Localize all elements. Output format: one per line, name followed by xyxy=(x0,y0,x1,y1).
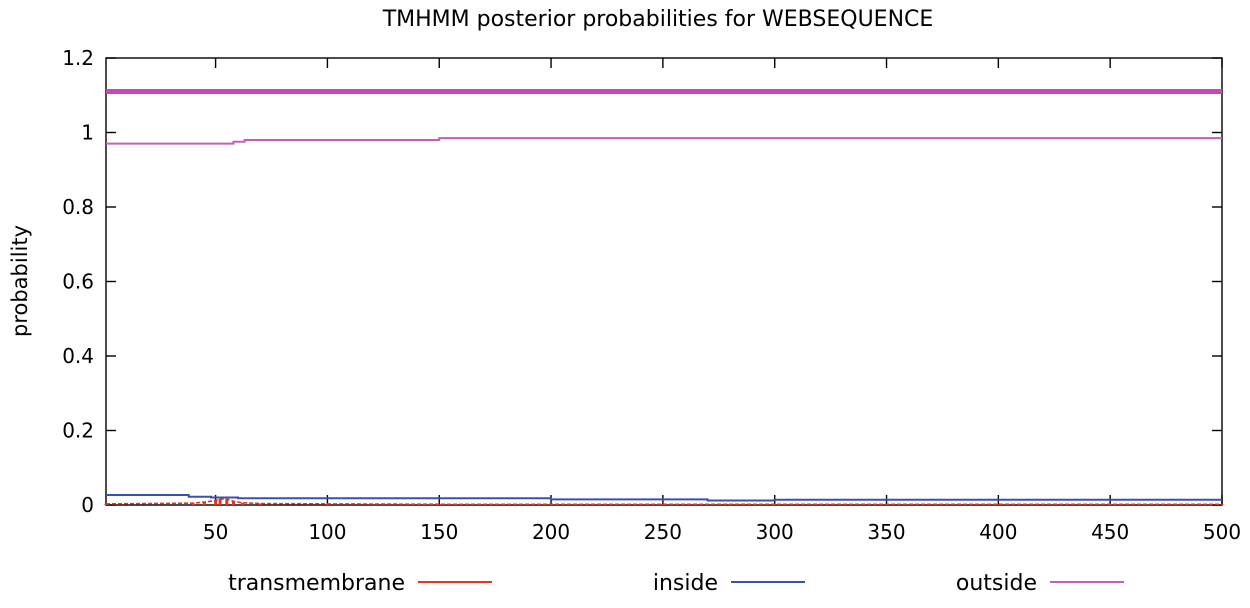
series-layer xyxy=(104,89,1224,506)
y-tick-label: 0.8 xyxy=(62,195,94,219)
x-tick-label: 150 xyxy=(420,520,458,544)
legend-label-inside: inside xyxy=(653,571,718,596)
legend-label-outside: outside xyxy=(956,571,1037,596)
x-tick-label: 200 xyxy=(532,520,570,544)
y-tick-label: 1 xyxy=(81,121,94,145)
x-tick-label: 400 xyxy=(979,520,1017,544)
x-tick-label: 250 xyxy=(644,520,682,544)
y-tick-label: 1.2 xyxy=(62,46,94,70)
x-tick-label: 500 xyxy=(1203,520,1241,544)
y-tick-label: 0.4 xyxy=(62,344,94,368)
legend-label-transmembrane: transmembrane xyxy=(228,571,405,596)
series-line-inside xyxy=(106,493,1222,502)
y-axis: 0 0.2 0.4 0.6 0.8 1 1.2 xyxy=(62,46,1222,517)
y-axis-label: probability xyxy=(8,225,32,337)
y-tick-label: 0.2 xyxy=(62,419,94,443)
x-tick-label: 100 xyxy=(308,520,346,544)
series-transmembrane xyxy=(104,498,1224,506)
legend: transmembrane inside outside xyxy=(228,571,1124,596)
y-tick-label: 0 xyxy=(81,493,94,517)
series-line-outside xyxy=(106,137,1222,145)
x-tick-label: 50 xyxy=(203,520,228,544)
x-axis: 50 100 150 200 250 300 350 400 450 500 xyxy=(203,58,1241,544)
x-tick-label: 450 xyxy=(1091,520,1129,544)
x-tick-label: 300 xyxy=(756,520,794,544)
y-tick-label: 0.6 xyxy=(62,270,94,294)
plot-area-frame xyxy=(105,57,1223,506)
x-tick-label: 350 xyxy=(867,520,905,544)
series-line-transmembrane xyxy=(105,498,1222,506)
chart-title: TMHMM posterior probabilities for WEBSEQ… xyxy=(382,7,934,32)
